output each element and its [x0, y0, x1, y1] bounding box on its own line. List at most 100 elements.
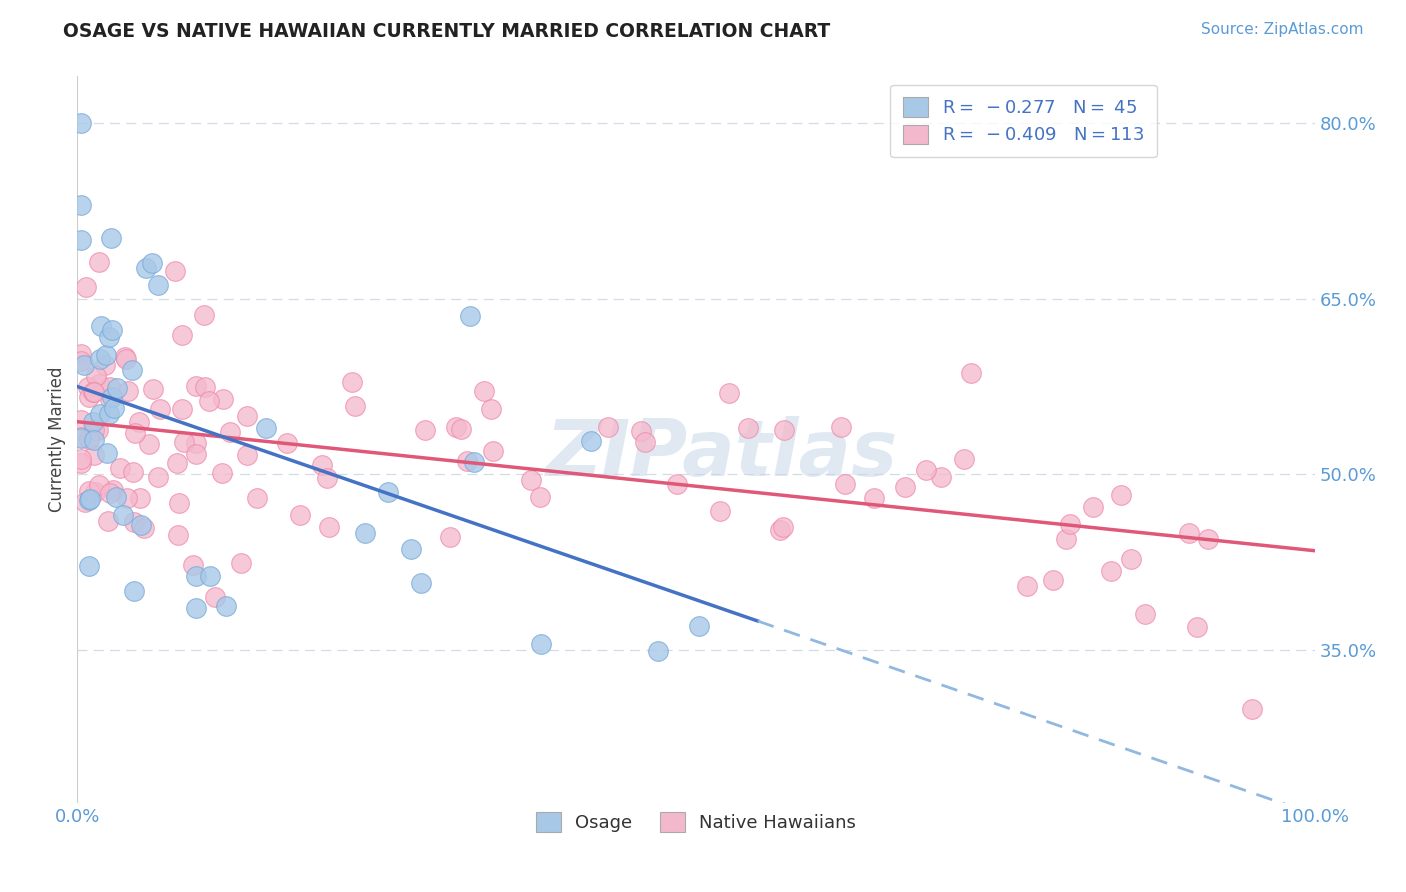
Point	[246, 491, 269, 505]
Point	[1133, 607, 1156, 621]
Point	[318, 520, 340, 534]
Point	[83, 423, 105, 437]
Point	[1119, 552, 1142, 566]
Point	[79, 483, 101, 498]
Point	[104, 491, 127, 505]
Point	[344, 399, 367, 413]
Point	[77, 492, 100, 507]
Point	[75, 280, 97, 294]
Point	[1177, 526, 1199, 541]
Point	[235, 409, 257, 424]
Legend: Osage, Native Hawaiians: Osage, Native Hawaiians	[523, 799, 869, 845]
Point	[1059, 516, 1081, 531]
Point	[148, 470, 170, 484]
Point	[211, 466, 233, 480]
Point	[111, 508, 134, 523]
Point	[254, 421, 277, 435]
Point	[117, 384, 139, 399]
Point	[198, 569, 221, 583]
Point	[98, 486, 121, 500]
Point	[70, 353, 93, 368]
Point	[198, 393, 221, 408]
Point	[717, 386, 740, 401]
Point	[121, 465, 143, 479]
Point	[1241, 702, 1264, 716]
Point	[100, 323, 122, 337]
Point	[276, 435, 298, 450]
Point	[773, 424, 796, 438]
Point	[456, 454, 478, 468]
Point	[463, 455, 485, 469]
Y-axis label: Currently Married: Currently Married	[48, 367, 66, 512]
Point	[354, 526, 377, 541]
Point	[77, 559, 100, 574]
Point	[70, 431, 93, 445]
Text: OSAGE VS NATIVE HAWAIIAN CURRENTLY MARRIED CORRELATION CHART: OSAGE VS NATIVE HAWAIIAN CURRENTLY MARRI…	[63, 22, 831, 41]
Point	[215, 599, 238, 613]
Point	[167, 496, 190, 510]
Point	[70, 347, 93, 361]
Point	[212, 392, 235, 406]
Point	[929, 470, 952, 484]
Point	[194, 380, 217, 394]
Point	[166, 456, 188, 470]
Point	[172, 327, 194, 342]
Point	[450, 422, 472, 436]
Point	[530, 637, 553, 651]
Point	[142, 382, 165, 396]
Point	[70, 233, 93, 247]
Point	[184, 447, 207, 461]
Point	[124, 425, 146, 440]
Point	[184, 600, 207, 615]
Point	[709, 504, 731, 518]
Point	[915, 463, 938, 477]
Point	[98, 407, 121, 421]
Text: Source: ZipAtlas.com: Source: ZipAtlas.com	[1201, 22, 1364, 37]
Point	[479, 401, 502, 416]
Point	[482, 444, 505, 458]
Point	[399, 542, 422, 557]
Point	[165, 264, 187, 278]
Point	[316, 471, 339, 485]
Point	[135, 260, 157, 275]
Point	[87, 477, 110, 491]
Point	[458, 310, 481, 324]
Point	[598, 419, 620, 434]
Point	[96, 446, 118, 460]
Point	[173, 434, 195, 449]
Point	[82, 415, 104, 429]
Point	[129, 491, 152, 506]
Point	[98, 392, 121, 406]
Point	[79, 492, 101, 507]
Point	[1099, 564, 1122, 578]
Point	[894, 480, 917, 494]
Point	[101, 483, 124, 497]
Point	[98, 380, 121, 394]
Point	[167, 528, 190, 542]
Point	[89, 351, 111, 366]
Point	[960, 366, 983, 380]
Point	[1111, 488, 1133, 502]
Point	[94, 348, 117, 362]
Point	[83, 448, 105, 462]
Point	[184, 378, 207, 392]
Point	[415, 423, 437, 437]
Point	[377, 485, 399, 500]
Point	[519, 473, 541, 487]
Point	[472, 384, 495, 399]
Point	[340, 375, 363, 389]
Point	[1081, 500, 1104, 515]
Point	[1197, 532, 1219, 546]
Point	[236, 448, 259, 462]
Point	[122, 584, 145, 599]
Point	[737, 421, 759, 435]
Point	[86, 368, 108, 383]
Point	[1042, 574, 1064, 588]
Point	[1015, 579, 1038, 593]
Point	[83, 433, 105, 447]
Point	[439, 530, 461, 544]
Point	[70, 198, 93, 212]
Point	[184, 435, 207, 450]
Point	[134, 520, 156, 534]
Point	[1054, 532, 1077, 546]
